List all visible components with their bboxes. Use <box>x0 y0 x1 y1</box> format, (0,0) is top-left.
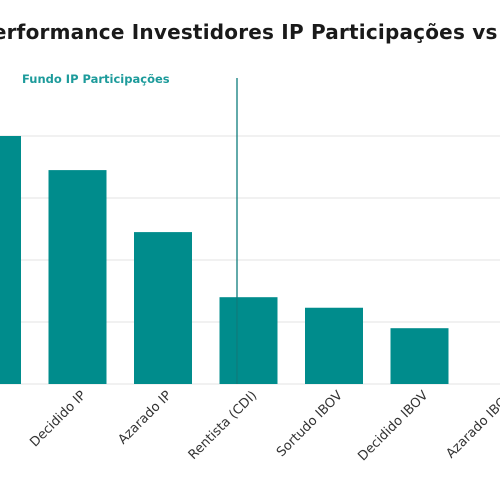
annotation-label: Fundo IP Participações <box>22 72 170 86</box>
x-tick-label-5: Decidido IBOV <box>355 388 431 464</box>
bar-3 <box>219 297 278 384</box>
x-tick-label-3: Rentista (CDI) <box>186 388 261 463</box>
x-tick-label-1: Decidido IP <box>27 388 89 450</box>
x-tick-label-4: Sortudo IBOV <box>274 388 346 460</box>
chart-title: Performance Investidores IP Participaçõe… <box>0 20 500 44</box>
x-tick-label-2: Azarado IP <box>115 388 175 448</box>
x-tick-label-6: Azarado IBOV <box>443 388 500 461</box>
bar-1 <box>48 170 107 384</box>
bar-2 <box>134 232 192 384</box>
bar-5 <box>390 328 449 384</box>
bar-0 <box>0 136 21 384</box>
x-tick-label-0: Arrojado IP <box>0 388 4 449</box>
bar-4 <box>305 307 363 384</box>
